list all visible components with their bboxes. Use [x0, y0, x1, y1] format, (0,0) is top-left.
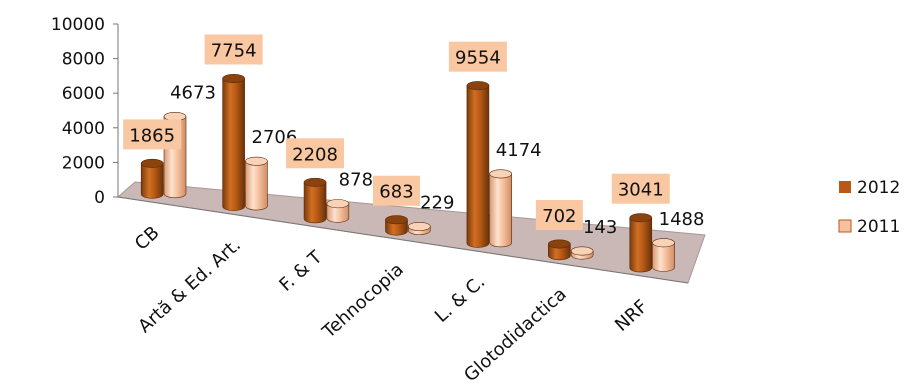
bar-2011-6: [652, 238, 675, 272]
data-label: 2208: [292, 144, 338, 165]
data-label-box: [204, 34, 263, 65]
bar-2011-5: [570, 246, 594, 260]
bar-2011-4: [489, 169, 513, 248]
bar-2011-1: [245, 156, 268, 211]
bar-2012-1: [222, 74, 245, 211]
data-label: 229: [420, 192, 454, 213]
data-label-box: [448, 41, 507, 72]
y-tick-label: 2000: [62, 153, 105, 173]
y-tick-label: 10000: [51, 15, 105, 35]
data-label: 2706: [252, 127, 298, 148]
legend-swatch-2012: [839, 181, 851, 193]
bar-2012-0: [140, 158, 164, 199]
data-label: 702: [542, 206, 576, 227]
data-label: 1865: [129, 125, 175, 146]
category-label: F. & T: [275, 246, 327, 296]
bar-2012-3: [385, 215, 408, 236]
data-label: 878: [339, 170, 373, 191]
data-label-box: [286, 138, 345, 169]
y-tick-label: 0: [94, 188, 105, 208]
bar-2012-4: [466, 81, 490, 248]
category-label: Glotodidactica: [460, 284, 571, 386]
bar-2011-3: [407, 221, 431, 235]
bar-2012-2: [303, 177, 327, 224]
bar-2012-6: [629, 213, 653, 273]
category-label: Artă & Ed. Art.: [134, 235, 245, 338]
y-tick-label: 6000: [62, 84, 105, 104]
data-label-box: [123, 119, 182, 150]
y-tick-label: 8000: [62, 50, 105, 70]
data-label: 4174: [496, 140, 542, 161]
data-label: 683: [379, 182, 413, 203]
category-label: Tehnocopia: [318, 259, 408, 343]
category-label: L. & C.: [431, 271, 489, 326]
legend: 2012 2011: [838, 178, 900, 237]
data-label: 4673: [170, 82, 216, 103]
data-label: 7754: [211, 41, 257, 62]
bar-2012-5: [548, 239, 571, 261]
data-label: 143: [583, 217, 617, 238]
x-axis-line: [117, 196, 689, 284]
legend-label-2011: 2011: [857, 217, 900, 237]
data-label-box: [535, 200, 583, 231]
bar-2011-2: [326, 199, 350, 223]
data-label-box: [611, 173, 670, 204]
data-label: 1488: [659, 209, 705, 230]
category-label: CB: [131, 222, 164, 254]
legend-label-2012: 2012: [857, 178, 900, 198]
y-tick-label: 4000: [62, 119, 105, 139]
data-label: 3041: [618, 180, 664, 201]
data-label-box: [372, 175, 420, 206]
legend-swatch-2011: [838, 219, 852, 233]
data-label: 9554: [455, 48, 501, 69]
category-label: NRF: [611, 296, 652, 336]
bars-layer: [140, 74, 675, 273]
y-axis-ticks: 0 2000 4000 6000 8000 10000: [51, 15, 118, 208]
